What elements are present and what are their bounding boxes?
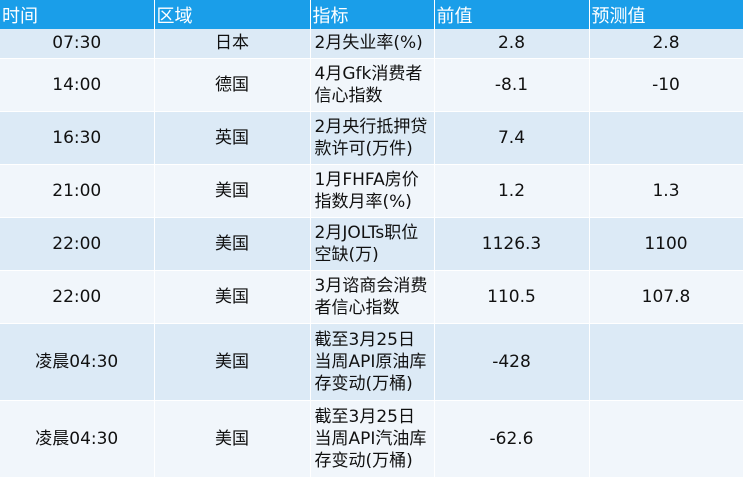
cell-previous: -8.1 [434, 58, 590, 112]
indicator-line: 截至3月25日 [314, 329, 415, 350]
cell-indicator: 2月JOLTs职位 空缺(万) [310, 217, 435, 271]
cell-time: 22:00 [0, 270, 155, 324]
cell-time: 21:00 [0, 164, 155, 218]
indicator-line: 存变动(万桶) [314, 373, 413, 394]
indicator-line: 1月FHFA房价 [314, 169, 419, 190]
table-row: 07:30 日本 2月失业率(%) 2.8 2.8 [0, 29, 743, 59]
cell-indicator: 1月FHFA房价 指数月率(%) [310, 164, 435, 218]
indicator-line: 者信心指数 [314, 297, 400, 318]
header-forecast: 预测值 [589, 0, 743, 29]
cell-time: 14:00 [0, 58, 155, 112]
indicator-line: 款许可(万件) [314, 138, 413, 159]
indicator-line: 信心指数 [314, 85, 383, 106]
cell-indicator: 3月谘商会消费 者信心指数 [310, 270, 435, 324]
header-region: 区域 [154, 0, 311, 29]
cell-forecast: -10 [589, 58, 743, 112]
table-row: 21:00 美国 1月FHFA房价 指数月率(%) 1.2 1.3 [0, 164, 743, 218]
cell-indicator: 4月Gfk消费者 信心指数 [310, 58, 435, 112]
cell-time: 16:30 [0, 111, 155, 165]
table-header-row: 时间 区域 指标 前值 预测值 [0, 0, 743, 29]
cell-time: 凌晨04:30 [0, 400, 155, 478]
cell-forecast [589, 111, 743, 165]
cell-time: 凌晨04:30 [0, 323, 155, 401]
cell-forecast [589, 400, 743, 478]
cell-indicator: 截至3月25日 当周API汽油库 存变动(万桶) [310, 400, 435, 478]
cell-forecast: 1.3 [589, 164, 743, 218]
indicator-line: 2月央行抵押贷 [314, 116, 428, 137]
header-indicator: 指标 [310, 0, 435, 29]
cell-region: 英国 [154, 111, 311, 165]
cell-forecast: 2.8 [589, 29, 743, 59]
cell-indicator: 截至3月25日 当周API原油库 存变动(万桶) [310, 323, 435, 401]
indicator-line: 2月JOLTs职位 [314, 222, 419, 243]
cell-region: 日本 [154, 29, 311, 59]
indicator-line: 当周API汽油库 [314, 428, 427, 449]
header-previous: 前值 [434, 0, 590, 29]
cell-previous: 110.5 [434, 270, 590, 324]
cell-time: 22:00 [0, 217, 155, 271]
cell-time: 07:30 [0, 29, 155, 59]
indicator-line: 存变动(万桶) [314, 450, 413, 471]
cell-previous: 1126.3 [434, 217, 590, 271]
table-row: 16:30 英国 2月央行抵押贷 款许可(万件) 7.4 [0, 111, 743, 165]
cell-forecast [589, 323, 743, 401]
table-row: 14:00 德国 4月Gfk消费者 信心指数 -8.1 -10 [0, 58, 743, 112]
cell-previous: -62.6 [434, 400, 590, 478]
indicator-line: 4月Gfk消费者 [314, 63, 423, 84]
indicator-line: 指数月率(%) [314, 191, 412, 212]
indicator-line: 2月失业率(%) [314, 33, 423, 54]
cell-region: 美国 [154, 323, 311, 401]
cell-previous: 7.4 [434, 111, 590, 165]
cell-indicator: 2月央行抵押贷 款许可(万件) [310, 111, 435, 165]
cell-forecast: 107.8 [589, 270, 743, 324]
cell-region: 德国 [154, 58, 311, 112]
cell-region: 美国 [154, 164, 311, 218]
cell-forecast: 1100 [589, 217, 743, 271]
table-row: 22:00 美国 2月JOLTs职位 空缺(万) 1126.3 1100 [0, 217, 743, 271]
cell-region: 美国 [154, 400, 311, 478]
indicator-line: 3月谘商会消费 [314, 275, 428, 296]
cell-previous: 1.2 [434, 164, 590, 218]
indicator-line: 空缺(万) [314, 244, 379, 265]
table-row: 凌晨04:30 美国 截至3月25日 当周API原油库 存变动(万桶) -428 [0, 323, 743, 401]
indicator-line: 当周API原油库 [314, 351, 427, 372]
indicator-line: 截至3月25日 [314, 406, 415, 427]
cell-previous: -428 [434, 323, 590, 401]
cell-indicator: 2月失业率(%) [310, 29, 435, 59]
cell-region: 美国 [154, 270, 311, 324]
cell-previous: 2.8 [434, 29, 590, 59]
cell-region: 美国 [154, 217, 311, 271]
table-row: 22:00 美国 3月谘商会消费 者信心指数 110.5 107.8 [0, 270, 743, 324]
table-row: 凌晨04:30 美国 截至3月25日 当周API汽油库 存变动(万桶) -62.… [0, 400, 743, 478]
header-time: 时间 [0, 0, 155, 29]
